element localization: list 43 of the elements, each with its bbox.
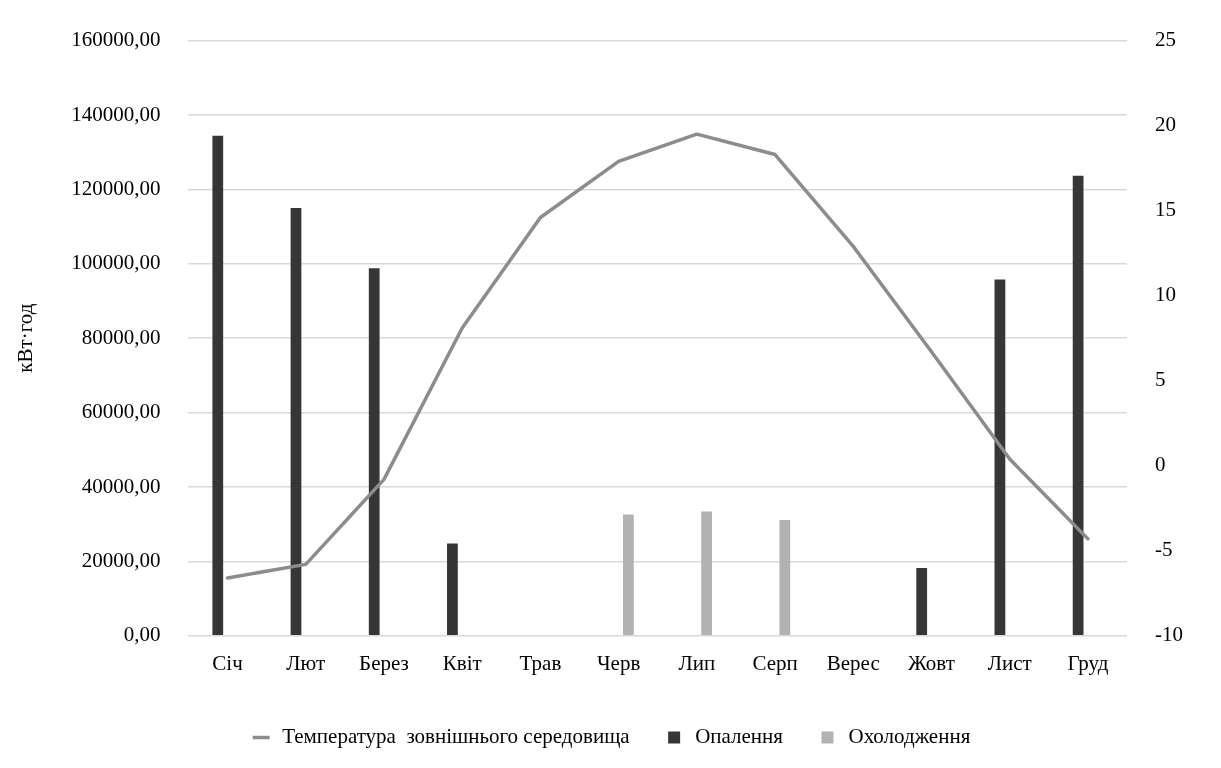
x-tick-label: Трав bbox=[519, 650, 562, 675]
legend-label: Охолодження bbox=[848, 724, 971, 749]
y2-tick-label: 15 bbox=[1155, 197, 1177, 222]
y-tick-label: 20000,00 bbox=[81, 547, 161, 572]
y-tick-label: 100000,00 bbox=[71, 250, 161, 275]
y-tick-label: 120000,00 bbox=[71, 175, 161, 200]
x-tick-label: Верес bbox=[826, 650, 880, 675]
legend-label: Опалення bbox=[695, 724, 784, 749]
y2-tick-label: -10 bbox=[1155, 622, 1184, 647]
y-tick-label: 140000,00 bbox=[71, 101, 161, 126]
y2-tick-label: 10 bbox=[1155, 282, 1177, 307]
x-tick-label: Берез bbox=[359, 650, 409, 675]
bar bbox=[994, 279, 1006, 636]
y2-tick-label: 0 bbox=[1155, 452, 1166, 477]
x-tick-label: Квіт bbox=[442, 650, 482, 675]
y-tick-label: 160000,00 bbox=[71, 27, 161, 52]
bar bbox=[212, 135, 224, 636]
y2-tick-label: 5 bbox=[1155, 367, 1166, 392]
y-axis-title: кВт·год bbox=[13, 303, 38, 373]
y-tick-label: 80000,00 bbox=[81, 324, 161, 349]
x-tick-label: Лист bbox=[987, 650, 1032, 675]
y2-tick-label: 25 bbox=[1155, 27, 1177, 52]
x-tick-label: Груд bbox=[1067, 650, 1109, 675]
bar bbox=[368, 268, 380, 636]
bar bbox=[779, 520, 791, 636]
x-tick-label: Лют bbox=[286, 650, 326, 675]
bar bbox=[916, 568, 928, 636]
bar bbox=[623, 514, 634, 636]
bar bbox=[1072, 175, 1084, 636]
y-tick-label: 60000,00 bbox=[81, 399, 161, 424]
y-tick-label: 0,00 bbox=[123, 622, 161, 647]
bar bbox=[290, 208, 302, 636]
y-tick-label: 40000,00 bbox=[81, 473, 161, 498]
y2-tick-label: -5 bbox=[1155, 537, 1173, 562]
bar bbox=[701, 511, 712, 636]
x-tick-label: Жовт bbox=[908, 650, 955, 675]
legend-label: Температура зовнішнього середовища bbox=[282, 724, 631, 749]
x-tick-label: Січ bbox=[212, 650, 244, 675]
x-tick-label: Серп bbox=[752, 650, 798, 675]
x-tick-label: Лип bbox=[678, 650, 716, 675]
bar bbox=[447, 543, 458, 636]
y2-tick-label: 20 bbox=[1155, 112, 1177, 137]
x-tick-label: Черв bbox=[596, 650, 641, 675]
